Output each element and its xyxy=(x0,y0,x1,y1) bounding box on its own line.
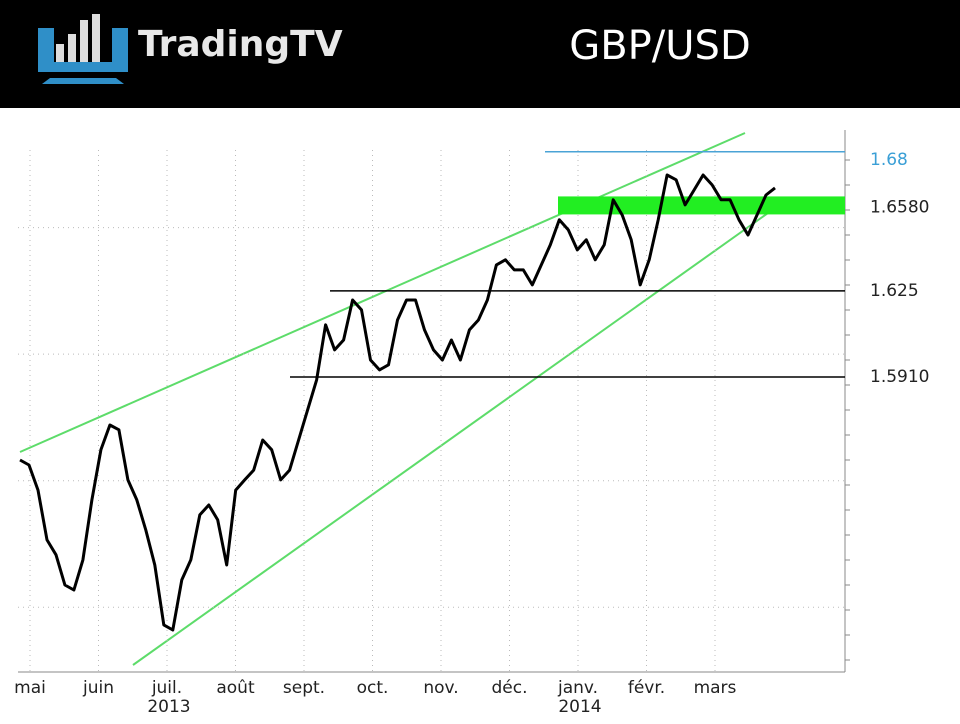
x-tick-label: sept. xyxy=(283,678,325,698)
level-label: 1.625 xyxy=(870,281,919,301)
level-label: 1.6580 xyxy=(870,197,929,217)
level-label: 1.5910 xyxy=(870,367,929,387)
level-label: 1.68 xyxy=(870,150,908,170)
year-label: 2013 xyxy=(147,697,190,717)
x-tick-label: oct. xyxy=(357,678,389,698)
x-tick-label: nov. xyxy=(423,678,458,698)
level-band xyxy=(558,196,845,215)
x-tick-label: janv. xyxy=(557,678,598,698)
x-tick-label: déc. xyxy=(491,678,527,698)
x-tick-label: juil. xyxy=(151,678,182,698)
chart-title: GBP/USD xyxy=(569,23,751,69)
x-tick-label: mai xyxy=(14,678,46,698)
x-tick-label: juin xyxy=(82,678,114,698)
trend-line xyxy=(132,207,776,666)
x-tick-label: févr. xyxy=(628,678,665,698)
trend-line xyxy=(19,132,746,453)
x-tick-label: août xyxy=(216,678,255,698)
price-line xyxy=(19,173,776,632)
header-bar xyxy=(0,0,960,108)
x-tick-label: mars xyxy=(694,678,737,698)
year-label: 2014 xyxy=(558,697,601,717)
logo-icon xyxy=(38,14,128,84)
brand: TradingTV xyxy=(138,24,343,65)
